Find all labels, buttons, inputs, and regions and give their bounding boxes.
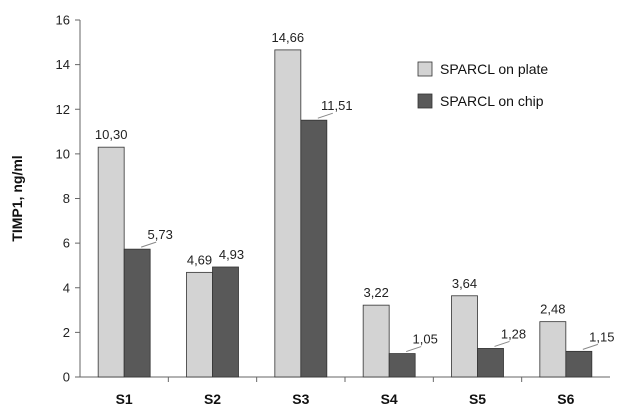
y-tick-label: 6 bbox=[63, 236, 70, 251]
x-tick-label: S1 bbox=[116, 391, 133, 407]
data-label: 14,66 bbox=[272, 30, 305, 45]
data-label: 1,15 bbox=[589, 329, 614, 344]
bar-chip-S3 bbox=[300, 119, 328, 378]
y-tick-label: 2 bbox=[63, 325, 70, 340]
x-tick-label: S3 bbox=[292, 391, 309, 407]
label-leader-line bbox=[494, 340, 510, 347]
x-tick-label: S5 bbox=[469, 391, 486, 407]
data-labels: 10,30 5,73 4,69 4,93 14,66 11,51 3,22 1,05 3,64 1… bbox=[95, 30, 614, 353]
bar-plate-S1 bbox=[97, 146, 125, 378]
y-tick-label: 0 bbox=[63, 370, 70, 385]
legend-label: SPARCL on plate bbox=[440, 61, 548, 77]
data-label: 1,05 bbox=[413, 332, 438, 347]
bar-chip-S5 bbox=[477, 348, 504, 378]
bar-chip-S2 bbox=[212, 266, 239, 378]
bar-plate-S5 bbox=[451, 295, 478, 378]
bar-plate-S3 bbox=[274, 49, 302, 378]
data-label: 10,30 bbox=[95, 127, 128, 142]
x-tick-label: S2 bbox=[204, 391, 221, 407]
x-tick-label: S6 bbox=[557, 391, 574, 407]
data-label: 3,22 bbox=[364, 285, 389, 300]
data-label: 4,69 bbox=[187, 252, 212, 267]
bar-chip-S4 bbox=[388, 353, 416, 378]
legend-swatch bbox=[417, 61, 433, 77]
label-leader-line bbox=[317, 112, 333, 119]
data-label: 1,28 bbox=[501, 326, 526, 341]
data-label: 4,93 bbox=[219, 247, 244, 262]
bar-chip-S1 bbox=[123, 248, 151, 378]
y-tick-label: 10 bbox=[56, 146, 70, 161]
label-leader-line bbox=[406, 346, 422, 353]
data-label: 11,51 bbox=[321, 98, 353, 113]
y-tick-label: 12 bbox=[56, 102, 70, 117]
axes: 0 2 4 6 8 10 12 14 16 S1 S2 S3 S4 S5 S6 bbox=[56, 13, 610, 407]
y-tick-label: 16 bbox=[56, 13, 70, 28]
y-tick-label: 14 bbox=[56, 57, 70, 72]
y-tick-label: 8 bbox=[63, 191, 70, 206]
y-tick-label: 4 bbox=[63, 280, 70, 295]
bar-chip-S6 bbox=[565, 350, 593, 378]
data-label: 5,73 bbox=[148, 227, 173, 242]
label-leader-line bbox=[141, 241, 157, 248]
y-axis-label: TIMP1, ng/ml bbox=[9, 155, 25, 241]
bars bbox=[97, 49, 593, 378]
x-tick-label: S4 bbox=[381, 391, 398, 407]
bar-plate-S2 bbox=[186, 271, 213, 378]
data-label: 3,64 bbox=[452, 276, 477, 291]
data-label: 2,48 bbox=[540, 302, 565, 317]
legend-label: SPARCL on chip bbox=[440, 93, 544, 109]
legend-swatch bbox=[417, 93, 433, 109]
legend: SPARCL on plate SPARCL on chip bbox=[417, 61, 548, 109]
bar-plate-S4 bbox=[362, 304, 390, 378]
label-leader-line bbox=[582, 343, 598, 350]
bar-plate-S6 bbox=[539, 321, 567, 378]
